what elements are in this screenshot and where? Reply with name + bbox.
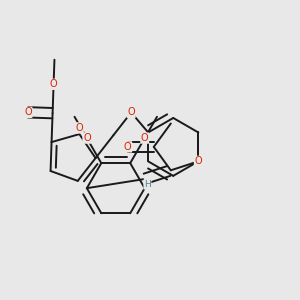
Text: O: O bbox=[141, 133, 148, 143]
Text: O: O bbox=[50, 79, 57, 89]
Text: O: O bbox=[124, 142, 132, 152]
Text: O: O bbox=[128, 107, 135, 118]
Text: H: H bbox=[144, 180, 151, 189]
Text: O: O bbox=[76, 123, 83, 133]
Text: O: O bbox=[83, 133, 91, 143]
Text: O: O bbox=[194, 156, 202, 167]
Text: O: O bbox=[24, 107, 32, 117]
